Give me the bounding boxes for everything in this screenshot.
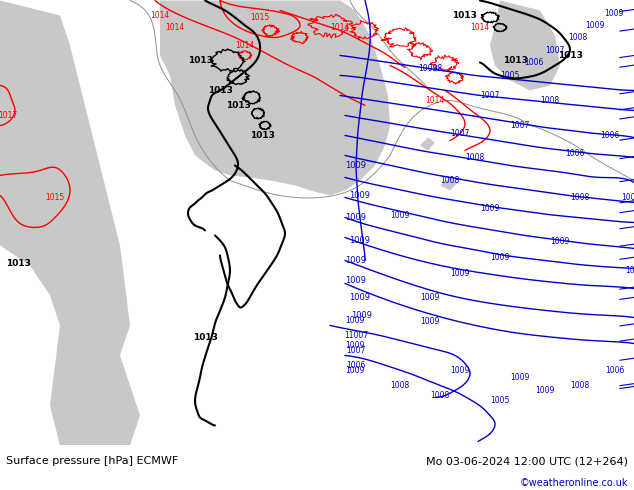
Text: 1014: 1014 bbox=[330, 23, 349, 32]
Text: 1013: 1013 bbox=[226, 101, 250, 110]
Text: 1009: 1009 bbox=[346, 256, 366, 265]
Text: 1014: 1014 bbox=[470, 23, 489, 32]
Text: 1008: 1008 bbox=[568, 33, 588, 42]
Polygon shape bbox=[420, 138, 435, 150]
Text: 1009: 1009 bbox=[346, 316, 365, 325]
Polygon shape bbox=[160, 0, 390, 196]
Text: 1009: 1009 bbox=[346, 341, 365, 350]
Text: 1008: 1008 bbox=[441, 176, 460, 185]
Text: 1009: 1009 bbox=[349, 236, 370, 245]
Text: Surface pressure [hPa] ECMWF: Surface pressure [hPa] ECMWF bbox=[6, 456, 179, 466]
Text: 1007: 1007 bbox=[450, 129, 470, 138]
Text: 1014: 1014 bbox=[235, 41, 255, 50]
Text: 1013: 1013 bbox=[193, 333, 217, 342]
Text: 1015: 1015 bbox=[46, 193, 65, 202]
Polygon shape bbox=[0, 0, 140, 445]
Polygon shape bbox=[440, 177, 458, 191]
Text: 1013: 1013 bbox=[188, 56, 212, 65]
Polygon shape bbox=[220, 48, 235, 60]
Text: 1006: 1006 bbox=[600, 131, 619, 140]
Text: 1006: 1006 bbox=[524, 58, 544, 67]
Text: 1009: 1009 bbox=[604, 9, 624, 18]
Text: 1009: 1009 bbox=[349, 293, 370, 302]
Text: 1014: 1014 bbox=[150, 11, 170, 20]
Text: 1005: 1005 bbox=[500, 71, 520, 80]
Text: 1013: 1013 bbox=[250, 131, 275, 140]
Text: 1008: 1008 bbox=[540, 96, 560, 105]
Text: 1009: 1009 bbox=[535, 386, 555, 395]
Text: 1007: 1007 bbox=[481, 91, 500, 100]
Text: 1013: 1013 bbox=[6, 259, 30, 268]
Text: 1008: 1008 bbox=[571, 193, 590, 202]
Text: 1007: 1007 bbox=[346, 346, 366, 355]
Text: 10: 10 bbox=[625, 266, 634, 275]
Text: 1009: 1009 bbox=[420, 317, 440, 326]
Polygon shape bbox=[200, 25, 220, 41]
Text: 1009: 1009 bbox=[481, 204, 500, 213]
Text: 1013: 1013 bbox=[451, 11, 476, 20]
Text: 1009: 1009 bbox=[490, 253, 510, 262]
Text: 1009: 1009 bbox=[550, 237, 570, 246]
Text: 11007: 11007 bbox=[344, 331, 368, 340]
Text: ©weatheronline.co.uk: ©weatheronline.co.uk bbox=[519, 478, 628, 489]
Text: 1005: 1005 bbox=[490, 396, 510, 405]
Text: 1008: 1008 bbox=[391, 381, 410, 390]
Text: 1009: 1009 bbox=[420, 293, 440, 302]
Text: 1007: 1007 bbox=[510, 121, 529, 130]
Text: 1008: 1008 bbox=[571, 381, 590, 390]
Text: 1009: 1009 bbox=[346, 161, 366, 170]
Text: 1013: 1013 bbox=[207, 86, 233, 95]
Text: 1009: 1009 bbox=[346, 276, 366, 285]
Text: 1009: 1009 bbox=[349, 191, 370, 200]
Text: 1009: 1009 bbox=[510, 373, 529, 382]
Text: 1013: 1013 bbox=[557, 51, 583, 60]
Text: 1006: 1006 bbox=[605, 366, 624, 375]
Text: 1009: 1009 bbox=[391, 211, 410, 220]
Text: 1007: 1007 bbox=[545, 46, 565, 55]
Text: 1008: 1008 bbox=[430, 391, 450, 400]
Text: 10098: 10098 bbox=[418, 64, 442, 73]
Text: 1009: 1009 bbox=[346, 213, 366, 222]
Text: 1013: 1013 bbox=[503, 56, 527, 65]
Text: Mo 03-06-2024 12:00 UTC (12+264): Mo 03-06-2024 12:00 UTC (12+264) bbox=[425, 456, 628, 466]
Polygon shape bbox=[490, 0, 560, 91]
Text: 1006: 1006 bbox=[566, 149, 585, 158]
Text: 1008: 1008 bbox=[465, 153, 484, 162]
Text: 1009: 1009 bbox=[450, 366, 470, 375]
Text: 1014: 1014 bbox=[165, 23, 184, 32]
Text: 100: 100 bbox=[621, 193, 634, 202]
Text: 1014: 1014 bbox=[425, 96, 444, 105]
Text: 1015: 1015 bbox=[250, 13, 269, 22]
Text: 1009: 1009 bbox=[351, 311, 373, 320]
Text: 1009: 1009 bbox=[450, 269, 470, 278]
Text: 1009: 1009 bbox=[346, 366, 365, 375]
Text: 1009: 1009 bbox=[585, 21, 605, 30]
Text: 1006: 1006 bbox=[346, 361, 366, 370]
Text: 1017: 1017 bbox=[0, 111, 18, 120]
